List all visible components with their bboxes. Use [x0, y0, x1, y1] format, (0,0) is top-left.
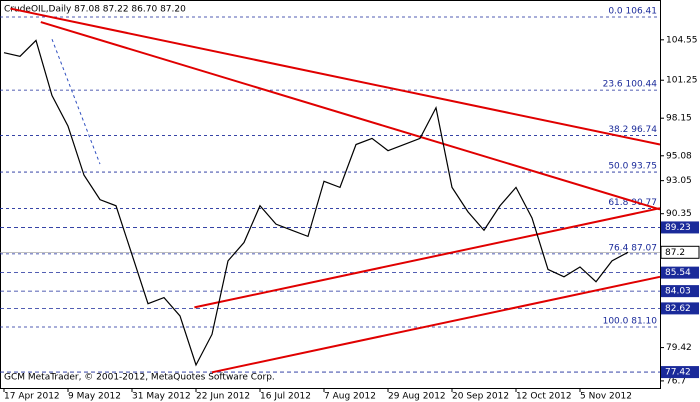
trendline — [10, 7, 661, 146]
level-box — [661, 266, 699, 279]
x-tick-label: 7 Aug 2012 — [324, 392, 376, 402]
trendline — [51, 39, 101, 165]
level-label: 89.23 — [665, 223, 691, 233]
fib-label: 76.4 87.07 — [608, 243, 657, 253]
fib-label: 38.2 96.74 — [608, 125, 657, 135]
y-tick-label: 104.55 — [666, 35, 698, 45]
fib-label: 0.0 106.41 — [608, 7, 657, 17]
x-tick-label: 20 Sep 2012 — [452, 392, 509, 402]
fib-label: 23.6 100.44 — [603, 80, 658, 90]
x-tick-label: 22 Jun 2012 — [196, 392, 250, 402]
fib-label: 50.0 93.75 — [608, 162, 657, 172]
x-tick-label: 17 Apr 2012 — [4, 392, 60, 402]
plot-frame — [0, 0, 661, 389]
y-tick-label: 93.05 — [666, 176, 692, 186]
x-tick-label: 9 May 2012 — [68, 392, 121, 402]
chart-title: CrudeOIL,Daily 87.08 87.22 86.70 87.20 — [4, 5, 186, 15]
fib-label: 61.8 90.77 — [608, 198, 657, 208]
y-tick-label: 101.25 — [666, 76, 698, 86]
level-label: 85.54 — [665, 268, 691, 278]
level-box — [661, 285, 699, 298]
level-box — [661, 302, 699, 315]
x-tick-label: 29 Aug 2012 — [388, 392, 446, 402]
x-tick-label: 5 Nov 2012 — [580, 392, 632, 402]
level-box — [661, 221, 699, 234]
x-tick-label: 31 May 2012 — [132, 392, 191, 402]
y-tick-label: 79.42 — [666, 343, 692, 353]
price-line — [3, 39, 629, 367]
y-tick-label: 90.35 — [666, 209, 692, 219]
current-price-box — [660, 245, 700, 259]
trendline — [211, 275, 661, 374]
footer: GCM MetaTrader, © 2001-2012, MetaQuotes … — [4, 373, 275, 383]
level-label: 77.42 — [665, 368, 691, 378]
y-tick-label: 95.08 — [666, 151, 692, 161]
current-price-label: 87.2 — [665, 248, 685, 258]
y-tick-label: 98.15 — [666, 114, 692, 124]
level-box — [661, 366, 699, 379]
fib-label: 100.0 81.10 — [603, 317, 658, 327]
x-tick-label: 16 Jul 2012 — [260, 392, 311, 402]
y-tick-label: 76.7 — [666, 376, 686, 386]
trendline — [40, 21, 661, 211]
level-label: 84.03 — [665, 287, 691, 297]
trendline — [194, 207, 661, 309]
x-tick-label: 12 Oct 2012 — [516, 392, 572, 402]
level-label: 82.62 — [665, 304, 691, 314]
